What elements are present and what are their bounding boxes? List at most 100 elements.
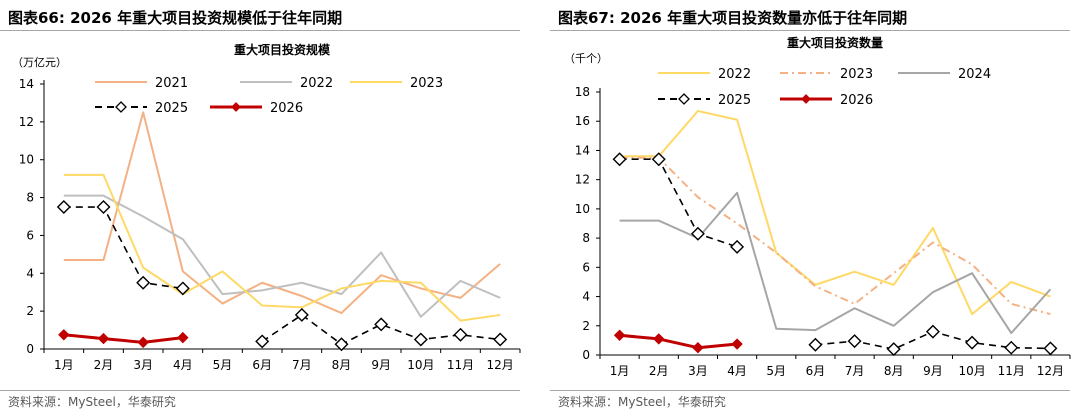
x-tick-label: 10月 bbox=[407, 358, 434, 372]
legend-label-2024: 2024 bbox=[958, 67, 991, 82]
data-point-2025 bbox=[334, 337, 349, 352]
x-tick-label: 12月 bbox=[487, 358, 514, 372]
data-point-2025 bbox=[453, 327, 468, 342]
data-point-2025 bbox=[136, 275, 151, 290]
title-rule bbox=[0, 30, 520, 31]
x-tick-label: 1月 bbox=[54, 358, 74, 372]
y-axis-unit-label: （万亿元） bbox=[12, 56, 67, 69]
investment-scale-chart: 重大项目投资规模 （万亿元） 0 2 4 6 8 10 12 14 1月 2月 3月 4月 5月 6月 7月 8月… bbox=[12, 42, 521, 372]
legend-label-2022: 2022 bbox=[718, 67, 751, 82]
y-tick-label: 4 bbox=[26, 266, 34, 280]
legend-marker-2026 bbox=[801, 94, 811, 104]
data-point-2026 bbox=[177, 331, 189, 344]
data-point-2025 bbox=[56, 200, 71, 215]
data-point-2025 bbox=[847, 334, 862, 349]
y-tick-label: 0 bbox=[582, 348, 590, 362]
investment-count-chart: 重大项目投资数量 （千个） 0 2 4 6 8 10 12 14 16 18 1月 2月 3月 4月 5月 6月 7… bbox=[564, 35, 1071, 378]
y-tick-label: 12 bbox=[575, 173, 590, 187]
legend-label-2026: 2026 bbox=[270, 101, 303, 116]
chart-title: 重大项目投资规模 bbox=[234, 42, 331, 57]
x-tick-label: 4月 bbox=[173, 358, 193, 372]
y-tick-label: 16 bbox=[575, 114, 590, 128]
y-tick-label: 10 bbox=[575, 202, 590, 216]
data-point-2025 bbox=[925, 324, 940, 339]
series-line-2023 bbox=[619, 156, 1051, 316]
series-line-2025 bbox=[63, 206, 501, 346]
data-point-2025 bbox=[965, 335, 980, 350]
data-point-2025 bbox=[690, 226, 705, 241]
data-point-2025 bbox=[886, 342, 901, 357]
data-point-2026 bbox=[137, 336, 149, 349]
series-line-2026 bbox=[63, 333, 184, 344]
figure-title: 图表66: 2026 年重大项目投资规模低于往年同期 bbox=[8, 9, 343, 27]
source-note: 资料来源：MySteel，华泰研究 bbox=[8, 395, 176, 409]
data-point-2025 bbox=[493, 332, 508, 347]
legend-label-2023: 2023 bbox=[410, 76, 443, 91]
x-tick-label: 8月 bbox=[332, 358, 352, 372]
legend-label-2023: 2023 bbox=[840, 67, 873, 82]
x-tick-label: 9月 bbox=[371, 358, 391, 372]
legend-label-2021: 2021 bbox=[155, 76, 188, 91]
series-line-2025 bbox=[619, 158, 1051, 350]
data-point-2025 bbox=[413, 332, 428, 347]
chart-title: 重大项目投资数量 bbox=[787, 35, 883, 50]
series-line-2022 bbox=[619, 109, 1051, 316]
data-point-2026 bbox=[731, 338, 743, 350]
data-point-2026 bbox=[97, 332, 110, 345]
y-axis-unit-label: （千个） bbox=[564, 52, 608, 65]
legend-label-2026: 2026 bbox=[840, 93, 873, 108]
x-tick-label: 6月 bbox=[252, 358, 272, 372]
figure-66-panel: 图表66: 2026 年重大项目投资规模低于往年同期 重大项目投资规模 （万亿元）… bbox=[0, 0, 530, 415]
y-tick-label: 8 bbox=[582, 231, 590, 245]
series-line-2024 bbox=[619, 191, 1052, 335]
x-tick-label: 2月 bbox=[649, 364, 669, 378]
data-point-2026 bbox=[692, 341, 704, 354]
y-tick-label: 10 bbox=[19, 153, 34, 167]
source-rule bbox=[0, 390, 520, 391]
figure-title: 图表67: 2026 年重大项目投资数量亦低于往年同期 bbox=[558, 9, 908, 27]
y-tick-label: 4 bbox=[582, 290, 590, 304]
y-tick-label: 14 bbox=[575, 143, 590, 157]
x-tick-label: 12月 bbox=[1037, 364, 1064, 378]
data-point-2025 bbox=[374, 317, 389, 332]
x-tick-label: 6月 bbox=[806, 364, 826, 378]
data-point-2026 bbox=[58, 329, 70, 341]
data-point-2026 bbox=[653, 333, 665, 345]
y-tick-label: 18 bbox=[575, 85, 590, 99]
data-point-2026 bbox=[613, 329, 626, 341]
x-tick-label: 7月 bbox=[292, 358, 312, 372]
data-point-2025 bbox=[294, 307, 309, 322]
series-line-2022 bbox=[63, 194, 501, 318]
y-tick-label: 2 bbox=[26, 304, 34, 318]
data-point-2025 bbox=[1004, 340, 1019, 355]
x-tick-label: 4月 bbox=[727, 364, 747, 378]
y-tick-label: 6 bbox=[26, 228, 34, 242]
x-tick-label: 5月 bbox=[766, 364, 786, 378]
y-tick-label: 2 bbox=[582, 319, 590, 333]
x-tick-label: 9月 bbox=[923, 364, 943, 378]
data-point-2025 bbox=[808, 337, 823, 352]
data-point-2025 bbox=[1043, 341, 1058, 356]
data-point-2025 bbox=[730, 239, 745, 254]
title-rule bbox=[550, 30, 1070, 31]
y-tick-label: 12 bbox=[19, 115, 34, 129]
y-tick-label: 6 bbox=[582, 260, 590, 274]
y-tick-label: 8 bbox=[26, 191, 34, 205]
y-tick-label: 0 bbox=[26, 342, 34, 356]
figure-67-panel: 图表67: 2026 年重大项目投资数量亦低于往年同期 重大项目投资数量 （千个）… bbox=[550, 0, 1080, 415]
y-tick-label: 14 bbox=[19, 77, 34, 91]
x-tick-label: 2月 bbox=[94, 358, 114, 372]
series-line-2021 bbox=[63, 111, 501, 315]
x-tick-label: 8月 bbox=[884, 364, 904, 378]
legend-label-2025: 2025 bbox=[155, 101, 188, 116]
x-tick-label: 3月 bbox=[133, 358, 153, 372]
data-point-2025 bbox=[96, 200, 111, 215]
data-point-2025 bbox=[612, 152, 627, 167]
legend-label-2022: 2022 bbox=[300, 76, 333, 91]
legend-marker-2025 bbox=[678, 93, 690, 105]
x-tick-label: 11月 bbox=[447, 358, 474, 372]
series-line-2023 bbox=[63, 173, 501, 322]
data-point-2025 bbox=[651, 152, 666, 167]
x-tick-label: 10月 bbox=[958, 364, 985, 378]
